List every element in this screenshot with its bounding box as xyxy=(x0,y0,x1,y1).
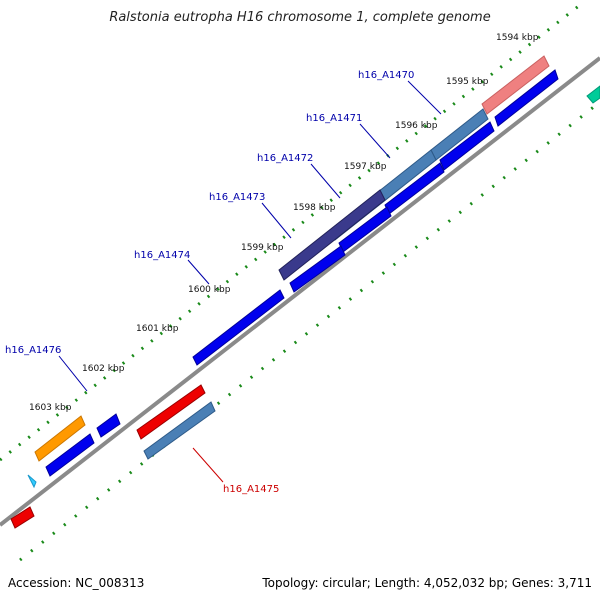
leader-h16-A1476 xyxy=(58,355,88,392)
gene-h16-A1473[interactable] xyxy=(278,189,386,281)
topology-label: Topology: circular; Length: 4,052,032 bp… xyxy=(262,576,592,590)
scale-label: 1597 kbp xyxy=(344,162,387,172)
leader-h16-A1470 xyxy=(407,80,442,115)
gene-h16-A1470[interactable] xyxy=(481,55,550,115)
map-title: Ralstonia eutropha H16 chromosome 1, com… xyxy=(109,10,491,25)
outer-tick-track xyxy=(0,3,581,462)
inner-tick-track xyxy=(19,100,600,562)
scale-labels: 1594 kbp 1595 kbp 1596 kbp 1597 kbp 1598… xyxy=(29,33,539,413)
scale-label: 1601 kbp xyxy=(136,324,179,334)
gene-label-h16-A1474[interactable]: h16_A1474 xyxy=(134,250,190,261)
gene-h16-A1476[interactable] xyxy=(34,415,86,462)
gene-inner-1[interactable] xyxy=(494,69,559,127)
gene-h16-A1474[interactable] xyxy=(192,289,285,366)
gene-inner-2[interactable] xyxy=(439,121,495,171)
forward-genes xyxy=(34,55,550,462)
leader-h16-A1475 xyxy=(192,447,224,483)
gene-cyan-marker[interactable] xyxy=(27,474,37,489)
scale-label: 1599 kbp xyxy=(241,243,284,253)
scale-label: 1602 kbp xyxy=(82,364,125,374)
gene-inner-5[interactable] xyxy=(289,245,346,293)
leader-h16-A1471 xyxy=(359,123,391,159)
gene-label-h16-A1471[interactable]: h16_A1471 xyxy=(306,113,362,124)
gene-inner-6[interactable] xyxy=(45,433,95,477)
leader-h16-A1473 xyxy=(261,202,292,239)
inner-genes xyxy=(10,69,600,529)
scale-label: 1596 kbp xyxy=(395,121,438,131)
scale-label: 1595 kbp xyxy=(446,77,489,87)
gene-label-h16-A1475[interactable]: h16_A1475 xyxy=(223,484,279,495)
chromosome-backbone xyxy=(0,56,600,527)
gene-small-forward[interactable] xyxy=(96,413,121,438)
gene-steel-lower[interactable] xyxy=(143,401,216,460)
scale-label: 1600 kbp xyxy=(188,285,231,295)
leader-h16-A1474 xyxy=(187,259,210,285)
accession-label: Accession: NC_008313 xyxy=(8,576,145,590)
gene-labels: h16_A1470 h16_A1471 h16_A1472 h16_A1473 … xyxy=(5,70,414,495)
scale-label: 1598 kbp xyxy=(293,203,336,213)
gene-label-h16-A1472[interactable]: h16_A1472 xyxy=(257,153,313,164)
leader-h16-A1472 xyxy=(310,163,341,199)
gene-label-h16-A1470[interactable]: h16_A1470 xyxy=(358,70,414,81)
gene-label-h16-A1473[interactable]: h16_A1473 xyxy=(209,192,265,203)
gene-teal-edge[interactable] xyxy=(586,85,600,104)
gene-label-h16-A1476[interactable]: h16_A1476 xyxy=(5,345,61,356)
scale-label: 1603 kbp xyxy=(29,403,72,413)
label-leaders xyxy=(58,80,442,483)
gene-h16-A1475[interactable] xyxy=(136,384,206,440)
scale-label: 1594 kbp xyxy=(496,33,539,43)
gene-red-lower[interactable] xyxy=(10,506,35,529)
